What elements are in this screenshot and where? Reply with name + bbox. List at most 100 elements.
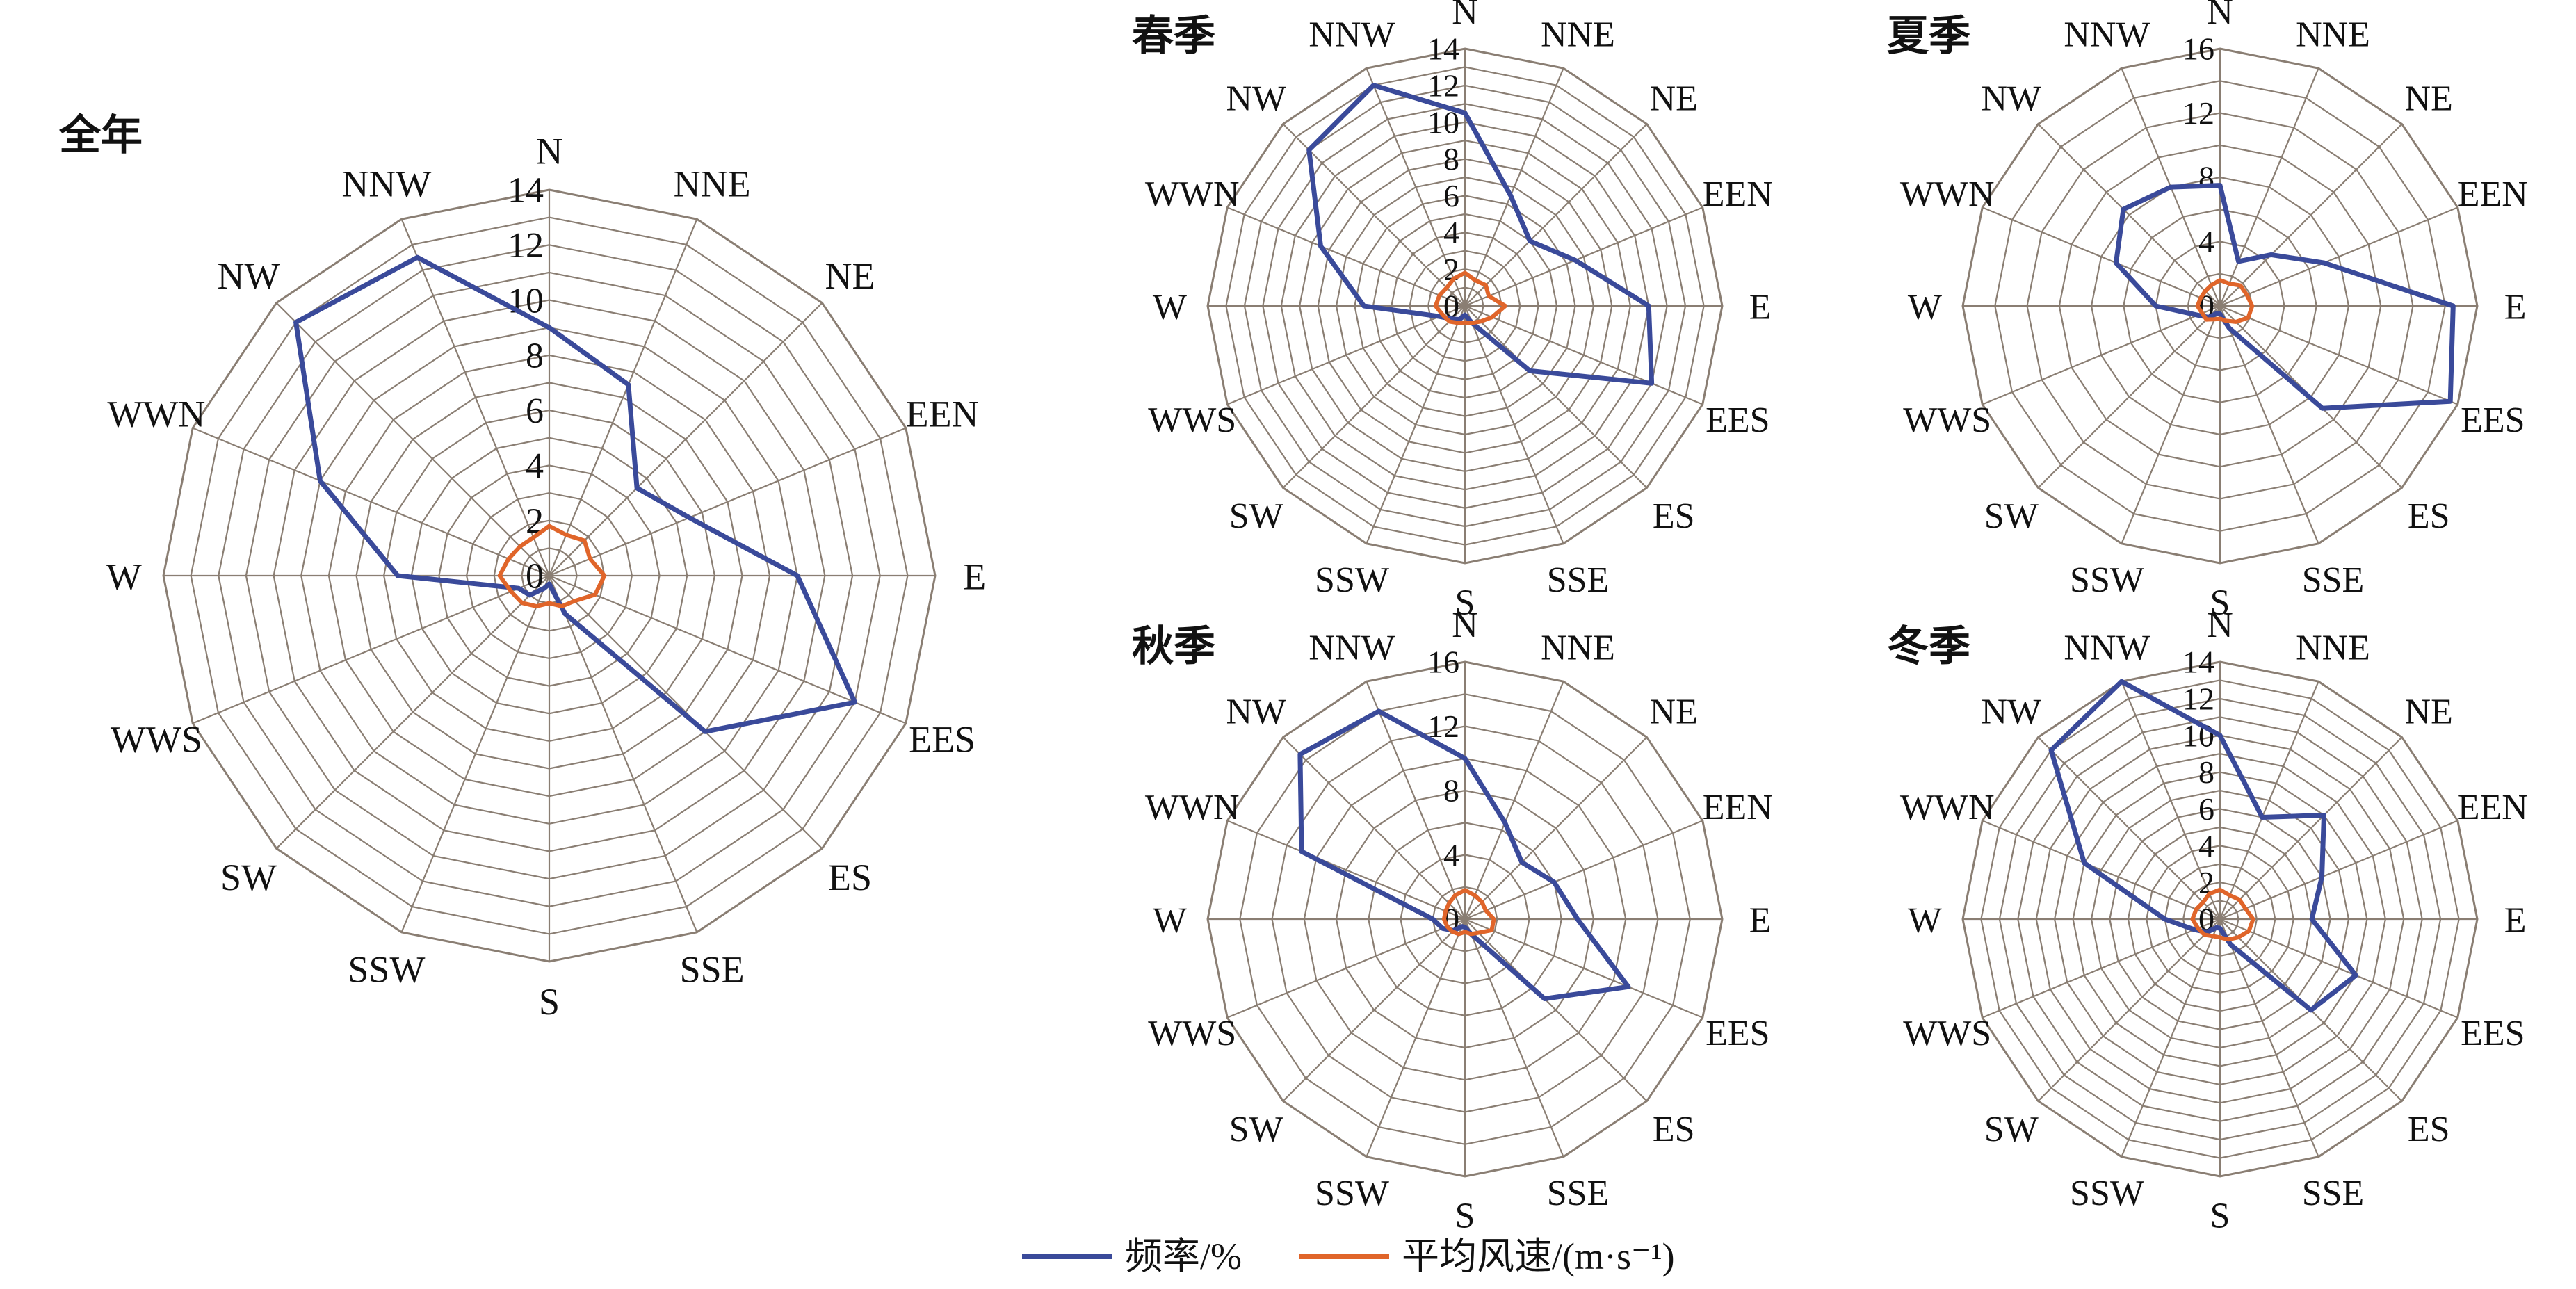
grid-spoke [1464,67,1564,307]
direction-label-sw: SW [1229,496,1283,536]
grid-spoke [548,575,698,933]
direction-label-wwn: WWN [107,393,205,435]
legend-frequency-label: 频率/% [1125,1235,1242,1277]
grid-spoke [1464,736,1648,920]
wind-rose-3: NNNENEEENEEESESSSESSSWSWWWSWWWNNWNNW0481… [1887,0,2528,622]
grid-spoke [2219,918,2319,1158]
tick-label: 14 [1427,31,1459,67]
direction-label-es: ES [2408,1110,2450,1149]
tick-label: 6 [1443,178,1459,213]
tick-label: 6 [526,391,544,431]
direction-label-sw: SW [1984,496,2039,536]
direction-label-w: W [1908,901,1942,941]
grid-spoke [1464,305,1564,544]
grid-spoke [1464,305,1648,489]
direction-label-een: EEN [2458,788,2528,827]
direction-label-e: E [1749,901,1772,941]
direction-label-nw: NW [1226,692,1286,732]
direction-label-ees: EES [909,719,975,761]
grid-spoke [1982,820,2221,921]
grid-spoke [1282,305,1466,489]
tick-label: 0 [1443,289,1459,324]
direction-label-sse: SSE [1547,1174,1610,1213]
grid-spoke [549,427,907,577]
grid-spoke [1226,305,1466,405]
direction-label-n: N [536,131,563,172]
grid-spoke [2121,681,2221,920]
grid-spoke [2219,820,2458,921]
direction-label-e: E [2504,288,2527,327]
direction-label-wwn: WWN [1145,788,1240,827]
tick-label: 8 [526,337,544,376]
direction-label-w: W [106,556,142,597]
direction-label-nnw: NNW [1309,15,1395,54]
tick-label: 16 [1427,644,1459,680]
direction-label-es: ES [1653,496,1695,536]
direction-label-ees: EES [2461,400,2525,440]
direction-label-s: S [539,981,560,1023]
grid-spoke [549,574,907,724]
grid-spoke [1226,206,1466,307]
grid-spoke [1464,918,1648,1102]
wind-rose-1: NNNENEEENEEESESSSESSSWSWWWSWWWNNWNNW0246… [58,113,986,1023]
direction-label-sse: SSE [680,949,745,991]
grid-spoke [1366,305,1466,544]
tick-label: 4 [1443,837,1459,873]
direction-label-nw: NW [1981,692,2041,732]
tick-label: 8 [2198,754,2214,790]
direction-label-w: W [1153,288,1187,327]
wind-rose-5: NNNENEEENEEESESSSESSSWSWWWSWWWNNWNNW0246… [1887,606,2528,1235]
direction-label-ees: EES [1706,1014,1769,1053]
direction-label-ne: NE [825,255,875,297]
direction-label-ees: EES [1706,400,1769,440]
series-wind-speed [2195,278,2255,324]
grid-spoke [2219,305,2319,544]
grid-spoke [275,575,550,850]
direction-label-ne: NE [1650,692,1698,732]
grid-spoke [400,575,551,933]
direction-label-nnw: NNW [2064,15,2150,54]
direction-label-nne: NNE [674,163,751,204]
direction-label-wwn: WWN [1145,175,1240,214]
direction-label-n: N [1452,606,1478,645]
direction-label-n: N [2207,606,2233,645]
grid-spoke [2219,681,2319,920]
grid-spoke [2219,206,2458,307]
grid-spoke [2219,918,2458,1019]
grid-spoke [1464,820,1703,921]
direction-label-s: S [2210,583,2230,622]
grid-spoke [1982,918,2221,1019]
grid-spoke [2219,67,2319,307]
direction-label-ssw: SSW [2070,1174,2144,1213]
direction-label-sw: SW [1984,1110,2039,1149]
tick-label: 8 [1443,141,1459,177]
grid-spoke [2037,123,2221,307]
series-wind-speed [497,524,607,608]
series-frequency [2048,679,2358,1013]
tick-label: 12 [508,226,544,266]
direction-label-een: EEN [2458,175,2528,214]
direction-label-ne: NE [1650,79,1698,119]
grid-spoke [1982,206,2221,307]
direction-label-nw: NW [1226,79,1286,119]
grid-spoke [1464,206,1703,307]
direction-label-ssw: SSW [1315,1174,1389,1213]
grid-spoke [2121,918,2221,1158]
grid-spoke [2121,305,2221,544]
chart-title: 秋季 [1132,624,1215,670]
grid-spoke [275,302,550,576]
direction-label-wws: WWS [1148,400,1236,440]
grid-spoke [1464,918,1564,1158]
direction-label-s: S [1455,1196,1475,1235]
grid-spoke [1464,123,1648,307]
grid-spoke [1226,820,1466,921]
direction-label-nnw: NNW [341,163,431,204]
direction-label-wwn: WWN [1900,788,1995,827]
direction-label-nne: NNE [2296,15,2370,54]
tick-label: 12 [2182,95,2214,131]
grid-spoke [1282,123,1466,307]
tick-label: 6 [2198,791,2214,827]
tick-label: 4 [1443,215,1459,250]
